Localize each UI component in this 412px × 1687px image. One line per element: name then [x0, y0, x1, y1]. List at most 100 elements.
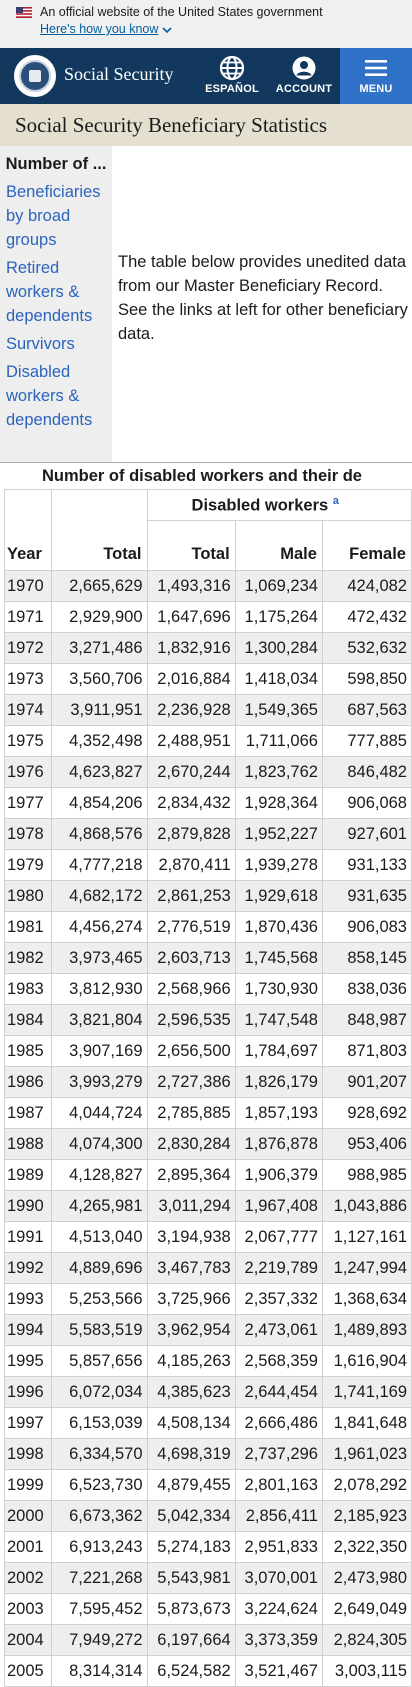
cell-year: 1993 [4, 1283, 52, 1315]
cell-male: 3,521,467 [234, 1655, 323, 1687]
cell-male: 1,823,762 [234, 756, 323, 788]
cell-male: 2,219,789 [234, 1252, 323, 1284]
cell-total: 7,595,452 [50, 1593, 148, 1625]
cell-year: 1976 [4, 756, 52, 788]
cell-male: 2,856,411 [234, 1500, 323, 1532]
cell-total: 3,907,169 [50, 1035, 148, 1067]
cell-total: 4,682,172 [50, 880, 148, 912]
cell-total: 3,560,706 [50, 663, 148, 695]
cell-male: 1,784,697 [234, 1035, 323, 1067]
side-nav-link-retired-workers[interactable]: Retired workers & dependents [6, 259, 93, 325]
official-text: An official website of the United States… [40, 5, 323, 19]
cell-male: 1,175,264 [234, 601, 323, 633]
cell-total: 3,911,951 [50, 694, 148, 726]
cell-dw-total: 2,861,253 [146, 880, 236, 912]
cell-year: 2004 [4, 1624, 52, 1656]
cell-dw-total: 2,603,713 [146, 942, 236, 974]
cell-dw-total: 2,870,411 [146, 849, 236, 881]
table-row: 1976 4,623,827 2,670,244 1,823,762 846,482 [4, 756, 412, 788]
cell-dw-total: 5,873,673 [146, 1593, 236, 1625]
cell-year: 1987 [4, 1097, 52, 1129]
site-name[interactable]: Social Security [64, 64, 174, 84]
cell-total: 4,044,724 [50, 1097, 148, 1129]
cell-female: 927,601 [321, 818, 412, 850]
side-nav-link-survivors[interactable]: Survivors [6, 335, 75, 353]
side-nav-link-broad-groups[interactable]: Beneficiaries by broad groups [6, 183, 101, 249]
cell-female: 687,563 [321, 694, 412, 726]
account-button[interactable]: ACCOUNT [268, 48, 340, 104]
cell-dw-total: 2,488,951 [146, 725, 236, 757]
cell-dw-total: 5,042,334 [146, 1500, 236, 1532]
cell-male: 3,070,001 [234, 1562, 323, 1594]
cell-year: 1984 [4, 1004, 52, 1036]
table-row: 1983 3,812,930 2,568,966 1,730,930 838,036 [4, 973, 412, 1005]
cell-year: 1995 [4, 1345, 52, 1377]
cell-male: 3,373,359 [234, 1624, 323, 1656]
table-row: 2004 7,949,272 6,197,664 3,373,359 2,824,305 [4, 1624, 412, 1656]
table-row: 1987 4,044,724 2,785,885 1,857,193 928,692 [4, 1097, 412, 1129]
cell-female: 988,985 [321, 1159, 412, 1191]
cell-female: 1,741,169 [321, 1376, 412, 1408]
cell-female: 532,632 [321, 632, 412, 664]
table-body: 1970 2,665,629 1,493,316 1,069,234 424,082 19… [4, 570, 412, 1687]
cell-male: 2,666,486 [234, 1407, 323, 1439]
table-row: 1975 4,352,498 2,488,951 1,711,066 777,885 [4, 725, 412, 757]
cell-female: 1,247,994 [321, 1252, 412, 1284]
cell-total: 5,253,566 [50, 1283, 148, 1315]
cell-total: 6,072,034 [50, 1376, 148, 1408]
column-header-female: Female [321, 520, 412, 571]
cell-male: 2,357,332 [234, 1283, 323, 1315]
how-you-know-link[interactable]: Here's how you know [40, 22, 172, 36]
cell-dw-total: 2,776,519 [146, 911, 236, 943]
cell-total: 4,352,498 [50, 725, 148, 757]
cell-year: 1998 [4, 1438, 52, 1470]
table-scroll-container[interactable]: Number of disabled workers and their de … [0, 462, 412, 1687]
cell-year: 1982 [4, 942, 52, 974]
cell-male: 1,906,379 [234, 1159, 323, 1191]
cell-year: 1988 [4, 1128, 52, 1160]
cell-total: 4,777,218 [50, 849, 148, 881]
cell-total: 4,889,696 [50, 1252, 148, 1284]
table-row: 1971 2,929,900 1,647,696 1,175,264 472,432 [4, 601, 412, 633]
cell-total: 4,128,827 [50, 1159, 148, 1191]
table-row: 1970 2,665,629 1,493,316 1,069,234 424,082 [4, 570, 412, 602]
cell-dw-total: 3,725,966 [146, 1283, 236, 1315]
cell-female: 953,406 [321, 1128, 412, 1160]
cell-year: 1970 [4, 570, 52, 602]
cell-female: 472,432 [321, 601, 412, 633]
cell-male: 2,568,359 [234, 1345, 323, 1377]
menu-button[interactable]: MENU [340, 48, 412, 104]
cell-female: 2,185,923 [321, 1500, 412, 1532]
menu-label: MENU [359, 83, 393, 95]
cell-male: 1,952,227 [234, 818, 323, 850]
account-icon [292, 56, 316, 80]
table-row: 1997 6,153,039 4,508,134 2,666,486 1,841,648 [4, 1407, 412, 1439]
ssa-seal-logo[interactable] [14, 55, 56, 97]
cell-male: 1,929,618 [234, 880, 323, 912]
cell-male: 2,644,454 [234, 1376, 323, 1408]
cell-dw-total: 4,185,263 [146, 1345, 236, 1377]
cell-male: 1,870,436 [234, 911, 323, 943]
table-row: 2001 6,913,243 5,274,183 2,951,833 2,322,350 [4, 1531, 412, 1563]
cell-female: 777,885 [321, 725, 412, 757]
cell-dw-total: 6,197,664 [146, 1624, 236, 1656]
table-row: 1988 4,074,300 2,830,284 1,876,878 953,406 [4, 1128, 412, 1160]
cell-female: 871,803 [321, 1035, 412, 1067]
espanol-button[interactable]: ESPAÑOL [196, 48, 268, 104]
group-header-label: Disabled workers [191, 496, 329, 515]
cell-dw-total: 4,385,623 [146, 1376, 236, 1408]
cell-female: 931,133 [321, 849, 412, 881]
cell-total: 2,665,629 [50, 570, 148, 602]
cell-year: 1980 [4, 880, 52, 912]
cell-female: 424,082 [321, 570, 412, 602]
cell-female: 848,987 [321, 1004, 412, 1036]
side-nav-title: Number of ... [5, 155, 107, 173]
table-row: 1992 4,889,696 3,467,783 2,219,789 1,247,994 [4, 1252, 412, 1284]
cell-dw-total: 2,879,828 [146, 818, 236, 850]
cell-year: 1978 [4, 818, 52, 850]
side-nav-link-disabled-workers[interactable]: Disabled workers & dependents [6, 363, 93, 429]
table-row: 1982 3,973,465 2,603,713 1,745,568 858,145 [4, 942, 412, 974]
footnote-link-a[interactable]: a [332, 494, 339, 507]
globe-icon [219, 55, 245, 81]
table-row: 1974 3,911,951 2,236,928 1,549,365 687,563 [4, 694, 412, 726]
